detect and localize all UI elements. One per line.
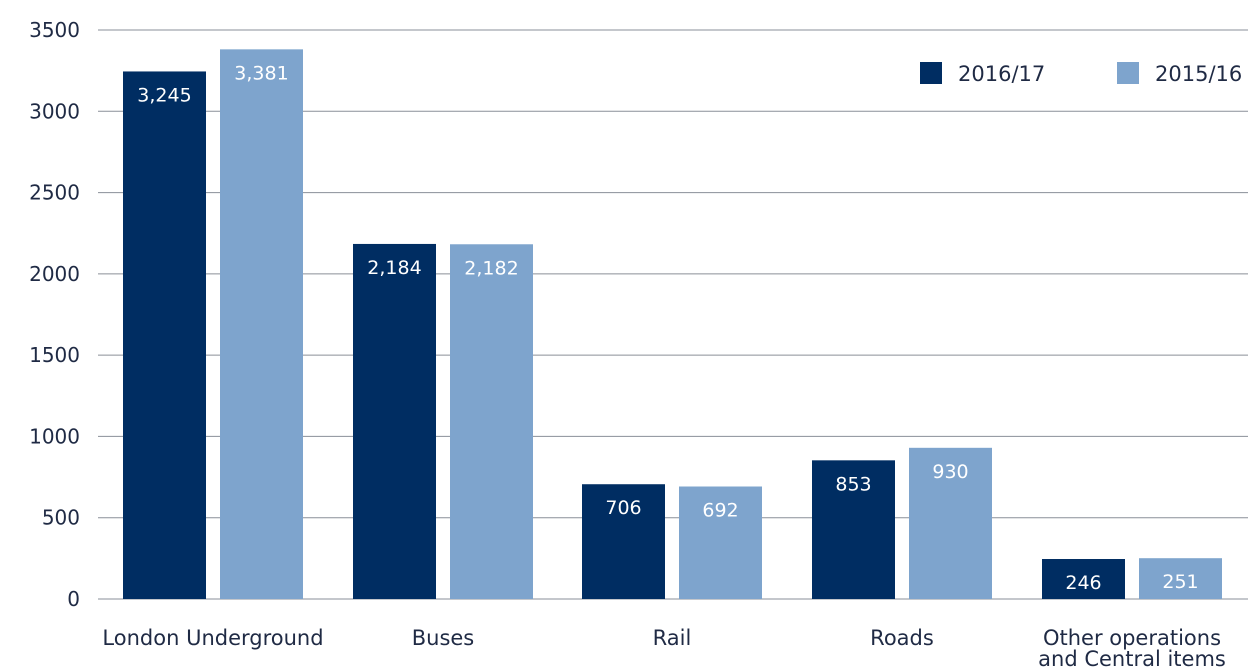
data-label: 930 — [932, 461, 968, 483]
x-axis-categories: London Underground Buses Rail Roads Other op… — [102, 626, 1225, 671]
legend-label: 2015/16 — [1155, 62, 1242, 86]
x-category-label: London Underground — [102, 626, 323, 650]
x-category-label: Buses — [412, 626, 475, 650]
bars — [123, 49, 1222, 600]
bar — [582, 484, 665, 599]
y-tick-label: 1000 — [29, 424, 80, 448]
bar — [1042, 559, 1125, 599]
data-labels: 3,245 3,381 2,184 2,182 706 692 853 930 246 251 — [137, 62, 1198, 594]
data-label: 706 — [605, 497, 641, 519]
y-tick-label: 2500 — [29, 181, 80, 205]
legend-label: 2016/17 — [958, 62, 1045, 86]
bar — [909, 447, 992, 599]
x-category-label: Roads — [870, 626, 934, 650]
bar — [1139, 558, 1222, 599]
data-label: 853 — [835, 473, 871, 495]
legend-swatch — [920, 62, 942, 84]
legend: 2016/17 2015/16 — [920, 62, 1242, 86]
data-label: 2,182 — [464, 257, 518, 279]
data-label: 692 — [702, 500, 738, 522]
data-label: 251 — [1162, 571, 1198, 593]
data-label: 2,184 — [367, 257, 421, 279]
legend-swatch — [1117, 62, 1139, 84]
bar — [123, 71, 206, 600]
y-axis-ticks: 0 500 1000 1500 2000 2500 3000 3500 — [29, 18, 80, 611]
y-tick-label: 3000 — [29, 99, 80, 123]
bar — [679, 486, 762, 599]
bar — [353, 243, 436, 599]
bar — [220, 49, 303, 599]
data-label: 3,245 — [137, 84, 191, 106]
y-tick-label: 3500 — [29, 18, 80, 42]
bar — [812, 460, 895, 599]
data-label: 246 — [1065, 572, 1101, 594]
y-tick-label: 2000 — [29, 262, 80, 286]
y-tick-label: 500 — [42, 506, 80, 530]
bar — [450, 244, 533, 599]
data-label: 3,381 — [234, 62, 288, 84]
y-tick-label: 1500 — [29, 343, 80, 367]
y-tick-label: 0 — [67, 587, 80, 611]
x-category-label: Rail — [653, 626, 692, 650]
x-category-label: Other operations and Central items — [1038, 626, 1226, 671]
